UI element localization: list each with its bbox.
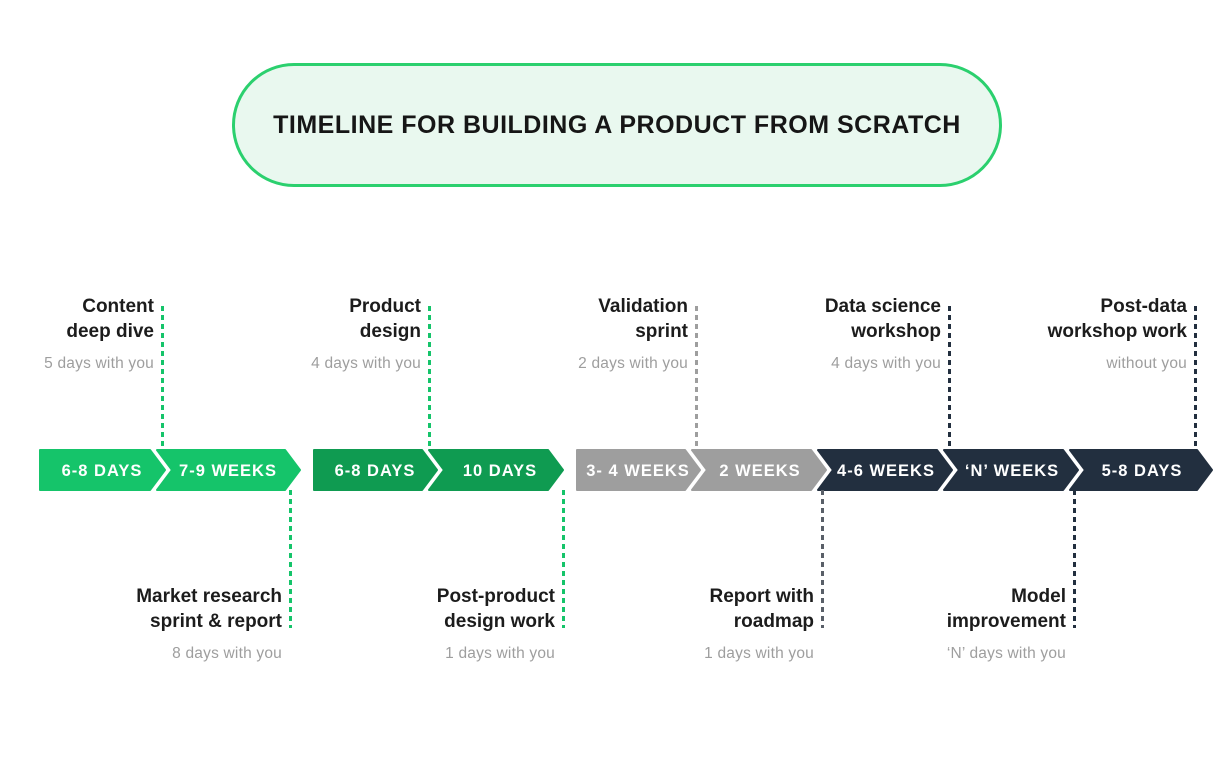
- milestone-subtitle: 1 days with you: [445, 645, 555, 663]
- milestone-model-improvement: Model improvement ‘N’ days with you: [806, 584, 1066, 663]
- timeline-segment-label: 6-8 DAYS: [62, 462, 143, 480]
- timeline-segment-label: 5-8 DAYS: [1102, 462, 1183, 480]
- timeline-segment: [39, 449, 166, 491]
- timeline-segment-label: 4-6 WEEKS: [837, 462, 935, 480]
- milestone-subtitle: 1 days with you: [704, 645, 814, 663]
- milestone-title: Post-product design work: [436, 586, 555, 633]
- connector-line: [562, 490, 565, 628]
- connector-line: [1073, 490, 1076, 628]
- milestone-title: Data science workshop: [824, 296, 941, 343]
- milestone-title: Report with roadmap: [709, 586, 815, 633]
- timeline-segment-label: ‘N’ WEEKS: [965, 462, 1059, 480]
- connector-line: [289, 490, 292, 628]
- timeline-segment: [576, 449, 701, 491]
- timeline-segment: [156, 449, 301, 491]
- connector-line: [161, 306, 164, 448]
- title-banner: TIMELINE FOR BUILDING A PRODUCT FROM SCR…: [232, 63, 1002, 187]
- connector-line: [821, 490, 824, 628]
- milestone-title: Market research sprint & report: [136, 586, 282, 633]
- connector-line: [695, 306, 698, 448]
- milestone-subtitle: 4 days with you: [831, 355, 941, 373]
- milestone-validation-sprint: Validation sprint 2 days with you: [428, 294, 688, 373]
- timeline-segment: [313, 449, 438, 491]
- milestone-market-research-sprint-report: Market research sprint & report 8 days w…: [22, 584, 282, 663]
- milestone-title: Post-data workshop work: [1047, 296, 1187, 343]
- timeline-segment: [428, 449, 564, 491]
- milestone-title: Content deep dive: [66, 296, 154, 343]
- milestone-report-with-roadmap: Report with roadmap 1 days with you: [554, 584, 814, 663]
- timeline: 6-8 DAYS 7-9 WEEKS 6-8 DAYS 10 DAYS 3- 4…: [39, 449, 1213, 491]
- timeline-segment: [943, 449, 1079, 491]
- milestone-title: Model improvement: [946, 586, 1066, 633]
- milestone-post-product-design-work: Post-product design work 1 days with you: [295, 584, 555, 663]
- milestone-subtitle: ‘N’ days with you: [946, 645, 1066, 663]
- milestone-content-deep-dive: Content deep dive 5 days with you: [0, 294, 154, 373]
- timeline-segment-label: 2 WEEKS: [719, 462, 800, 480]
- milestone-product-design: Product design 4 days with you: [161, 294, 421, 373]
- timeline-segment-label: 10 DAYS: [463, 462, 537, 480]
- milestone-subtitle: 4 days with you: [311, 355, 421, 373]
- milestone-subtitle: 8 days with you: [172, 645, 282, 663]
- timeline-segment: [1069, 449, 1213, 491]
- milestone-subtitle: 2 days with you: [578, 355, 688, 373]
- timeline-segment-label: 3- 4 WEEKS: [586, 462, 690, 480]
- connector-line: [948, 306, 951, 448]
- milestone-post-data-workshop-work: Post-data workshop work without you: [927, 294, 1187, 373]
- page-title: TIMELINE FOR BUILDING A PRODUCT FROM SCR…: [273, 110, 961, 139]
- timeline-segment: [691, 449, 827, 491]
- timeline-segment: [817, 449, 953, 491]
- timeline-segment-label: 7-9 WEEKS: [179, 462, 277, 480]
- milestone-subtitle: without you: [1106, 355, 1187, 373]
- milestone-title: Product design: [349, 296, 421, 343]
- connector-line: [1194, 306, 1197, 448]
- timeline-segment-label: 6-8 DAYS: [335, 462, 416, 480]
- milestone-title: Validation sprint: [598, 296, 688, 343]
- connector-line: [428, 306, 431, 448]
- milestone-subtitle: 5 days with you: [44, 355, 154, 373]
- milestone-data-science-workshop: Data science workshop 4 days with you: [681, 294, 941, 373]
